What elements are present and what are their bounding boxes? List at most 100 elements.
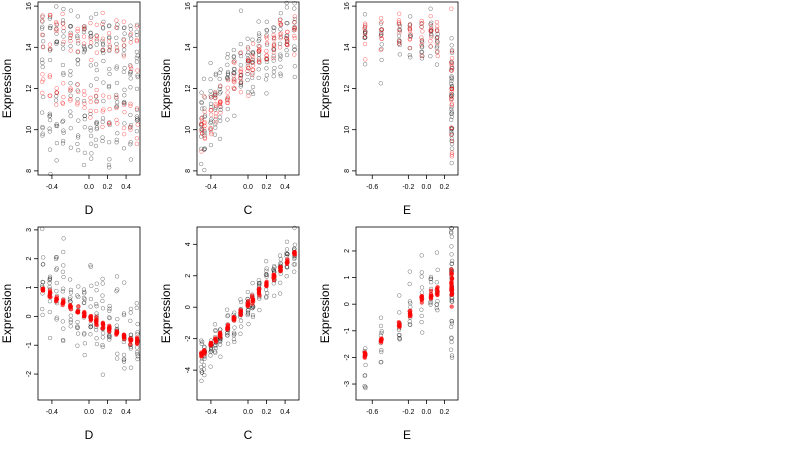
observed-point <box>213 71 218 76</box>
observed-point <box>231 66 237 72</box>
observed-point <box>68 295 73 300</box>
observed-point <box>47 126 52 131</box>
observed-point <box>202 128 207 134</box>
observed-point <box>449 78 454 84</box>
observed-point <box>271 267 276 272</box>
observed-point <box>284 48 289 53</box>
observed-point <box>292 16 298 22</box>
fitted-point <box>407 26 413 32</box>
observed-point <box>114 140 119 145</box>
observed-point <box>213 117 218 122</box>
fitted-point <box>75 28 80 34</box>
fitted-point <box>292 20 297 25</box>
observed-point <box>75 35 80 40</box>
observed-point <box>122 25 127 30</box>
observed-point <box>128 157 134 162</box>
fitted-point <box>122 132 127 137</box>
observed-point <box>379 42 384 47</box>
observed-point <box>121 25 127 31</box>
fitted-point <box>238 90 244 95</box>
observed-point <box>435 44 440 49</box>
fitted-point <box>114 45 120 51</box>
observed-point <box>47 274 53 279</box>
fitted-point <box>134 39 139 44</box>
y-tick-label: -1 <box>26 342 33 348</box>
observed-point <box>47 118 53 123</box>
observed-point <box>449 355 455 360</box>
observed-point <box>246 50 251 55</box>
observed-point <box>93 143 99 149</box>
observed-point <box>135 356 140 362</box>
observed-point <box>128 27 133 32</box>
fitted-point <box>94 22 99 27</box>
observed-point <box>264 28 270 33</box>
x-tick-label: 0.4 <box>280 184 290 191</box>
observed-point <box>100 298 105 304</box>
observed-point <box>60 18 66 23</box>
observed-point <box>292 74 297 80</box>
fitted-point <box>82 105 87 110</box>
fitted-point <box>257 44 262 49</box>
fitted-point <box>397 324 402 329</box>
fitted-point <box>429 35 434 40</box>
fitted-point <box>121 102 127 107</box>
fitted-point <box>213 111 219 116</box>
observed-point <box>107 66 112 72</box>
observed-point <box>82 24 87 29</box>
observed-point <box>100 293 105 298</box>
observed-point <box>82 297 87 302</box>
fitted-point <box>107 106 112 112</box>
fitted-point <box>54 86 59 91</box>
observed-point <box>419 56 425 61</box>
fitted-point <box>420 20 425 26</box>
panel-2: -0.4 0.0 0.2 0.4 8 10 12 14 16 C Expression <box>159 0 300 217</box>
observed-point <box>277 41 283 46</box>
observed-point <box>128 310 133 315</box>
observed-point <box>106 83 112 89</box>
fitted-point <box>249 293 255 298</box>
fitted-point <box>54 28 59 33</box>
observed-point <box>100 276 105 281</box>
observed-point <box>54 31 59 36</box>
fitted-point <box>41 77 46 82</box>
observed-point <box>396 33 402 38</box>
observed-point <box>107 71 112 77</box>
y-tick-label: -3 <box>344 381 351 387</box>
fitted-point <box>397 21 402 27</box>
observed-point <box>363 35 368 40</box>
fitted-point <box>128 101 133 106</box>
x-tick-label: -0.2 <box>402 184 414 191</box>
observed-point <box>264 274 269 279</box>
observed-point <box>128 318 133 323</box>
observed-point <box>271 43 277 48</box>
observed-point <box>379 349 384 355</box>
observed-point <box>434 305 439 311</box>
observed-point <box>94 125 100 130</box>
observed-point <box>208 88 213 94</box>
observed-point <box>379 347 384 353</box>
y-tick-label: -2 <box>26 371 33 377</box>
fitted-point <box>429 28 434 33</box>
fitted-point <box>60 100 65 105</box>
fitted-point <box>225 100 230 105</box>
fitted-point <box>435 53 440 59</box>
fitted-point <box>209 94 214 100</box>
fitted-point <box>449 152 455 157</box>
fitted-point <box>213 120 218 125</box>
observed-point <box>68 35 73 41</box>
observed-point <box>449 229 454 234</box>
observed-point <box>429 20 434 25</box>
observed-point <box>68 290 74 295</box>
observed-point <box>40 126 45 131</box>
fitted-point <box>449 56 455 61</box>
fitted-points <box>198 249 297 359</box>
fitted-point <box>121 125 127 131</box>
fitted-point <box>292 14 297 19</box>
fitted-point <box>407 37 412 42</box>
fitted-point <box>68 32 73 37</box>
observed-point <box>449 91 454 97</box>
x-tick-label: 0.0 <box>84 409 94 416</box>
observed-point <box>75 331 81 336</box>
observed-point <box>40 312 45 318</box>
plot-frame <box>355 226 459 401</box>
